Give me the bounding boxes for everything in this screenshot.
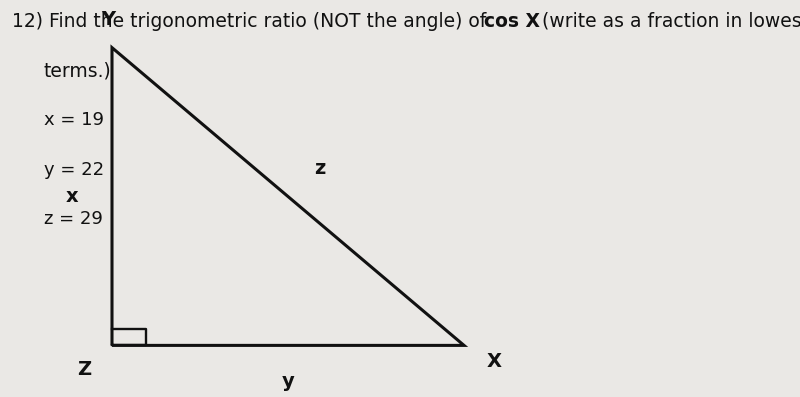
Text: terms.): terms.) (44, 62, 112, 81)
Text: z: z (314, 159, 326, 178)
Text: Y: Y (101, 10, 115, 29)
Text: Z: Z (77, 360, 91, 379)
Text: y: y (282, 372, 294, 391)
Text: 12) Find the trigonometric ratio (NOT the angle) of: 12) Find the trigonometric ratio (NOT th… (12, 12, 492, 31)
Text: (write as a fraction in lowest: (write as a fraction in lowest (536, 12, 800, 31)
Text: cos X: cos X (484, 12, 540, 31)
Text: x: x (66, 187, 78, 206)
Text: X: X (487, 352, 502, 371)
Text: y = 22: y = 22 (44, 161, 104, 179)
Text: x = 19: x = 19 (44, 111, 104, 129)
Text: z = 29: z = 29 (44, 210, 103, 228)
